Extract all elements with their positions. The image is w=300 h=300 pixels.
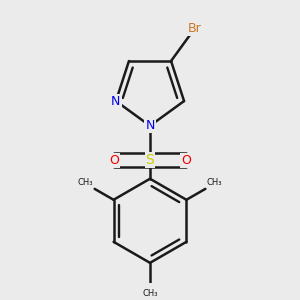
Text: CH₃: CH₃ [142, 289, 158, 298]
Text: CH₃: CH₃ [78, 178, 93, 187]
Text: O: O [109, 154, 119, 166]
Text: S: S [146, 153, 154, 167]
Text: Br: Br [188, 22, 202, 35]
Text: O: O [181, 154, 191, 166]
Text: N: N [145, 119, 155, 132]
Text: N: N [111, 94, 121, 108]
Text: CH₃: CH₃ [207, 178, 222, 187]
